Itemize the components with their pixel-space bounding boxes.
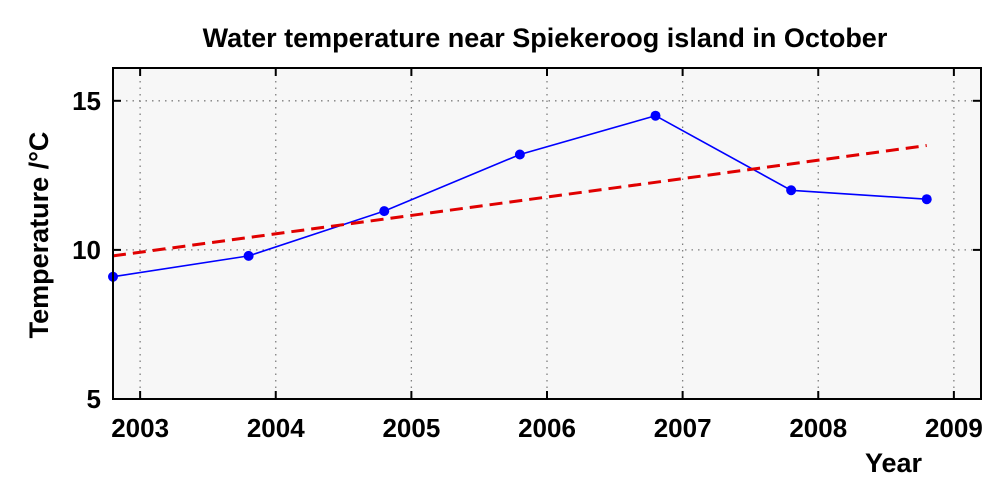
data-point [786, 185, 797, 196]
x-tick-label: 2007 [654, 413, 712, 443]
data-point [243, 250, 254, 261]
x-tick-label: 2009 [925, 413, 983, 443]
x-tick-label: 2005 [382, 413, 440, 443]
x-tick-label: 2006 [518, 413, 576, 443]
data-point [921, 194, 932, 205]
y-axis-label: Temperature /°C [24, 132, 54, 339]
data-point [514, 149, 525, 160]
chart-title: Water temperature near Spiekeroog island… [203, 23, 888, 53]
axis-ticks: 2003 2004 2005 2006 2007 2008 2009 5 10 15 [72, 68, 983, 443]
x-axis-label: Year [865, 448, 923, 478]
data-series [108, 110, 932, 282]
y-tick-label: 15 [72, 86, 101, 116]
plot-area [112, 67, 982, 400]
trend-line [112, 144, 927, 258]
x-tick-label: 2008 [789, 413, 847, 443]
x-tick-label: 2004 [247, 413, 305, 443]
data-point [379, 206, 390, 217]
data-point [650, 110, 661, 121]
y-tick-label: 10 [72, 235, 101, 265]
plot-frame [112, 67, 982, 400]
y-tick-label: 5 [87, 384, 101, 414]
x-tick-label: 2003 [111, 413, 169, 443]
